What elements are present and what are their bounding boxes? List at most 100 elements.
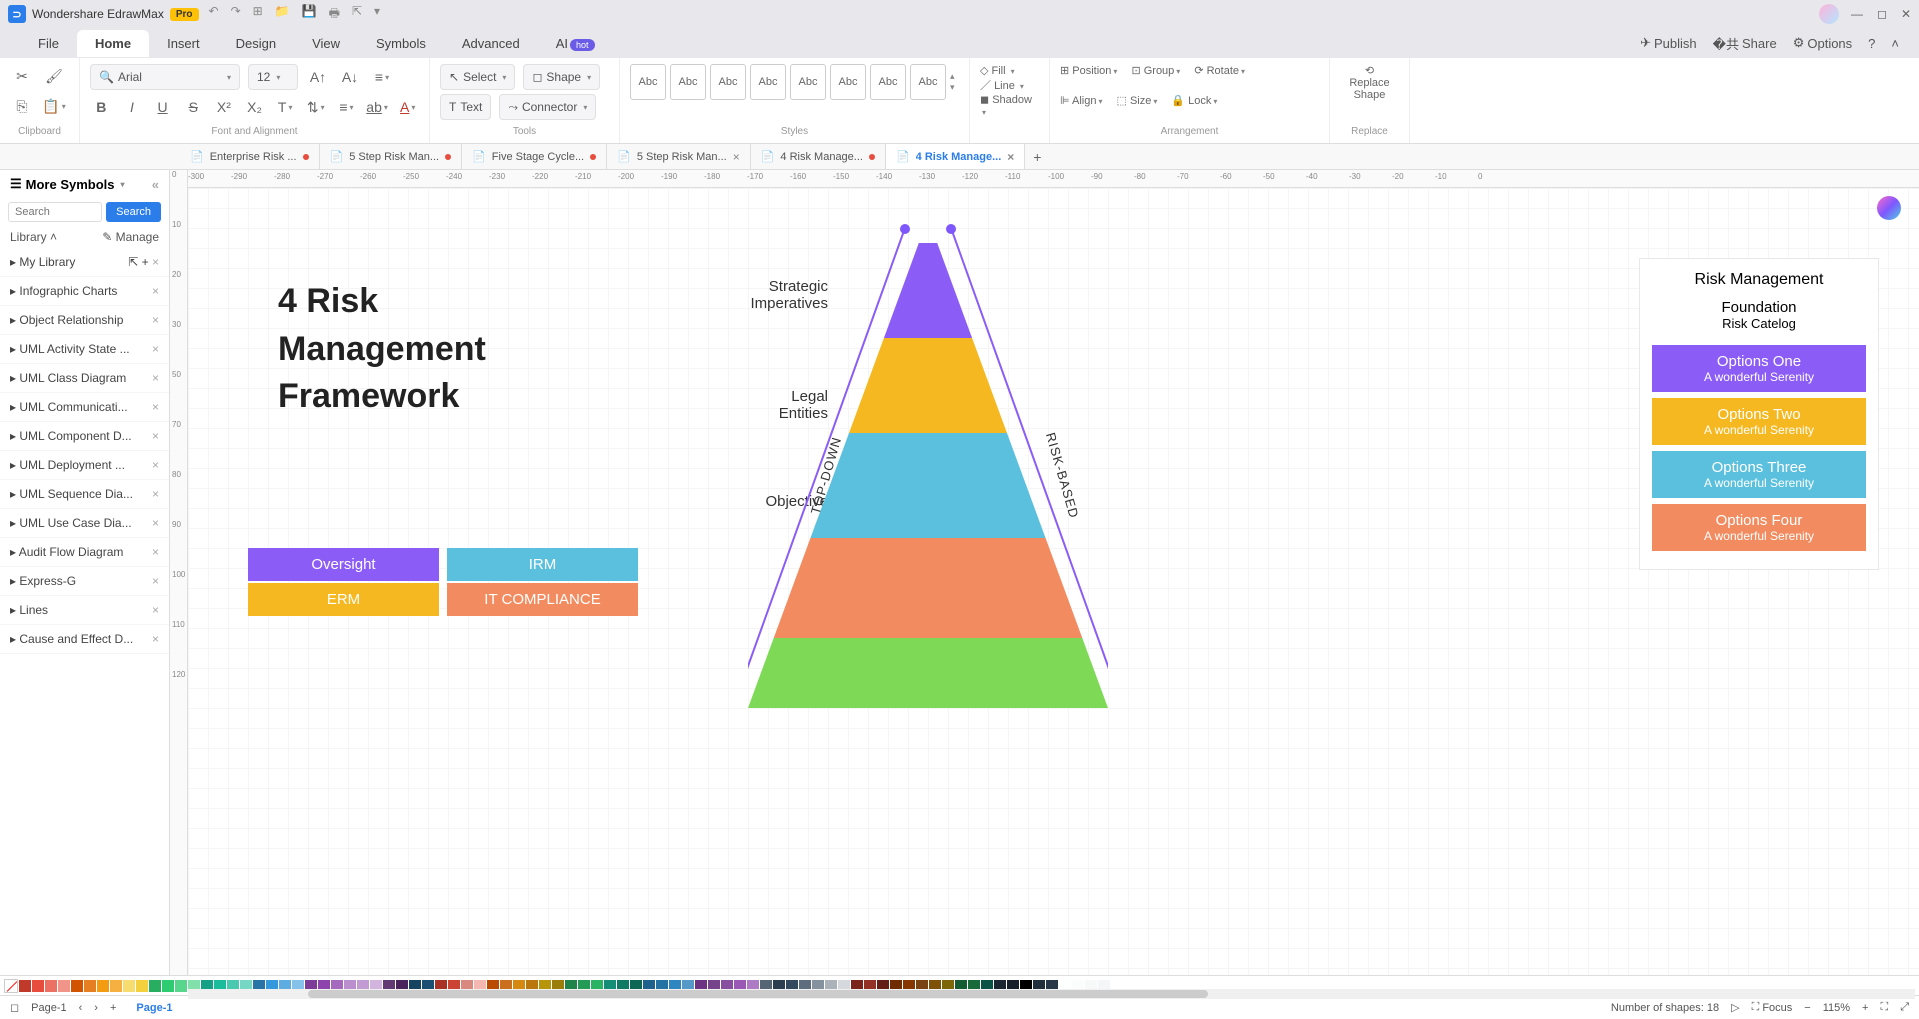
library-category[interactable]: ▸ UML Activity State ...× xyxy=(0,335,169,364)
options-button[interactable]: ⚙ Options xyxy=(1793,35,1852,51)
export-icon[interactable]: ⇱ xyxy=(352,4,362,25)
qat-more-icon[interactable]: ▾ xyxy=(374,4,380,25)
cut-icon[interactable]: ✂ xyxy=(10,64,34,88)
prev-page-icon[interactable]: ‹ xyxy=(79,1002,83,1014)
bold-icon[interactable]: B xyxy=(90,95,113,119)
size-button[interactable]: ⬚ Size▾ xyxy=(1117,94,1158,107)
close-tab-icon[interactable]: × xyxy=(733,150,740,164)
open-icon[interactable]: 📁 xyxy=(275,4,290,25)
remove-lib-icon[interactable]: × xyxy=(152,255,159,269)
increase-font-icon[interactable]: A↑ xyxy=(306,65,330,89)
highlight-icon[interactable]: ab▾ xyxy=(366,95,389,119)
replace-shape-button[interactable]: ⟲ Replace Shape xyxy=(1340,64,1399,101)
new-icon[interactable]: ⊞ xyxy=(253,4,263,25)
library-category[interactable]: ▸ Lines× xyxy=(0,596,169,625)
zoom-out-icon[interactable]: − xyxy=(1804,1002,1810,1014)
library-category[interactable]: ▸ UML Sequence Dia...× xyxy=(0,480,169,509)
library-category[interactable]: ▸ Object Relationship× xyxy=(0,306,169,335)
style-preset[interactable]: Abc xyxy=(870,64,906,100)
remove-category-icon[interactable]: × xyxy=(152,342,159,356)
text-tool[interactable]: T Text xyxy=(440,94,491,120)
quadrant-cell[interactable]: ERM xyxy=(248,583,439,616)
color-swatch[interactable] xyxy=(58,980,70,992)
remove-category-icon[interactable]: × xyxy=(152,545,159,559)
new-tab-icon[interactable]: + xyxy=(1025,145,1049,169)
remove-category-icon[interactable]: × xyxy=(152,603,159,617)
document-tab[interactable]: 📄5 Step Risk Man... xyxy=(320,144,463,169)
option-card[interactable]: Options ThreeA wonderful Serenity xyxy=(1652,451,1866,498)
align-icon[interactable]: ≡▾ xyxy=(370,65,394,89)
library-category[interactable]: ▸ Audit Flow Diagram× xyxy=(0,538,169,567)
next-page-icon[interactable]: › xyxy=(94,1002,98,1014)
library-category[interactable]: ▸ Infographic Charts× xyxy=(0,277,169,306)
symbol-search-input[interactable] xyxy=(8,202,102,222)
shape-tool[interactable]: ◻ Shape▾ xyxy=(523,64,600,90)
remove-category-icon[interactable]: × xyxy=(152,574,159,588)
symbol-search-button[interactable]: Search xyxy=(106,202,161,222)
page-nav-icon[interactable]: ◻ xyxy=(10,1001,19,1014)
quadrant-table[interactable]: OversightIRM ERMIT COMPLIANCE xyxy=(248,548,638,618)
font-family-select[interactable]: 🔍 Arial▾ xyxy=(90,64,240,90)
add-page-icon[interactable]: + xyxy=(110,1002,116,1014)
font-size-select[interactable]: 12▾ xyxy=(248,64,298,90)
menu-file[interactable]: File xyxy=(20,30,77,57)
decrease-font-icon[interactable]: A↓ xyxy=(338,65,362,89)
color-swatch[interactable] xyxy=(123,980,135,992)
presentation-icon[interactable]: ▷ xyxy=(1731,1001,1739,1014)
style-preset[interactable]: Abc xyxy=(670,64,706,100)
menu-design[interactable]: Design xyxy=(218,30,294,57)
library-category[interactable]: ▸ UML Class Diagram× xyxy=(0,364,169,393)
redo-icon[interactable]: ↷ xyxy=(231,4,241,25)
library-category[interactable]: ▸ Cause and Effect D...× xyxy=(0,625,169,654)
remove-category-icon[interactable]: × xyxy=(152,429,159,443)
menu-ai[interactable]: AIhot xyxy=(538,30,613,57)
option-card[interactable]: Options TwoA wonderful Serenity xyxy=(1652,398,1866,445)
document-tab[interactable]: 📄5 Step Risk Man...× xyxy=(607,144,751,169)
library-category[interactable]: ▸ Express-G× xyxy=(0,567,169,596)
connector-tool[interactable]: ⤳ Connector▾ xyxy=(499,94,596,120)
font-color-icon[interactable]: A▾ xyxy=(396,95,419,119)
collapse-panel-icon[interactable]: « xyxy=(152,177,159,192)
undo-icon[interactable]: ↶ xyxy=(209,4,219,25)
save-icon[interactable]: 💾 xyxy=(302,4,317,25)
underline-icon[interactable]: U xyxy=(151,95,174,119)
document-tab[interactable]: 📄Five Stage Cycle... xyxy=(462,144,607,169)
option-card[interactable]: Options FourA wonderful Serenity xyxy=(1652,504,1866,551)
color-swatch[interactable] xyxy=(32,980,44,992)
color-swatch[interactable] xyxy=(71,980,83,992)
publish-button[interactable]: ✈ Publish xyxy=(1640,35,1697,51)
share-button[interactable]: �共 Share xyxy=(1713,34,1777,53)
italic-icon[interactable]: I xyxy=(121,95,144,119)
style-more-icon[interactable]: ▴▾ xyxy=(950,71,955,93)
align-button[interactable]: ⊫ Align▾ xyxy=(1060,94,1103,107)
remove-category-icon[interactable]: × xyxy=(152,313,159,327)
my-library-item[interactable]: ▸ My Library ⇱ + × xyxy=(0,248,169,277)
color-swatch[interactable] xyxy=(97,980,109,992)
library-toggle[interactable]: Library ˄ xyxy=(10,230,57,244)
style-preset[interactable]: Abc xyxy=(750,64,786,100)
line-button[interactable]: ／ Line ▾ xyxy=(980,77,1039,93)
more-symbols-header[interactable]: More Symbols xyxy=(26,177,115,192)
focus-button[interactable]: ⛶ Focus xyxy=(1752,1001,1793,1014)
print-icon[interactable]: 🖶 xyxy=(329,4,340,25)
shadow-button[interactable]: ◼ Shadow ▾ xyxy=(980,93,1039,118)
close-tab-icon[interactable]: × xyxy=(1007,150,1014,164)
remove-category-icon[interactable]: × xyxy=(152,458,159,472)
bullets-icon[interactable]: ≡▾ xyxy=(335,95,358,119)
remove-category-icon[interactable]: × xyxy=(152,284,159,298)
paste-icon[interactable]: 📋▾ xyxy=(42,94,66,118)
zoom-level[interactable]: 115% xyxy=(1823,1002,1850,1014)
options-panel[interactable]: Risk Management Foundation Risk Catelog … xyxy=(1639,258,1879,570)
color-swatch[interactable] xyxy=(175,980,187,992)
remove-category-icon[interactable]: × xyxy=(152,371,159,385)
quadrant-cell[interactable]: IT COMPLIANCE xyxy=(447,583,638,616)
case-icon[interactable]: T▾ xyxy=(274,95,297,119)
quadrant-cell[interactable]: Oversight xyxy=(248,548,439,581)
document-tab[interactable]: 📄4 Risk Manage...× xyxy=(886,144,1025,169)
no-color-swatch[interactable] xyxy=(4,979,18,993)
remove-category-icon[interactable]: × xyxy=(152,487,159,501)
style-preset[interactable]: Abc xyxy=(630,64,666,100)
position-button[interactable]: ⊞ Position▾ xyxy=(1060,64,1117,77)
option-card[interactable]: Options OneA wonderful Serenity xyxy=(1652,345,1866,392)
collapse-ribbon-icon[interactable]: ˄ xyxy=(1891,36,1899,51)
